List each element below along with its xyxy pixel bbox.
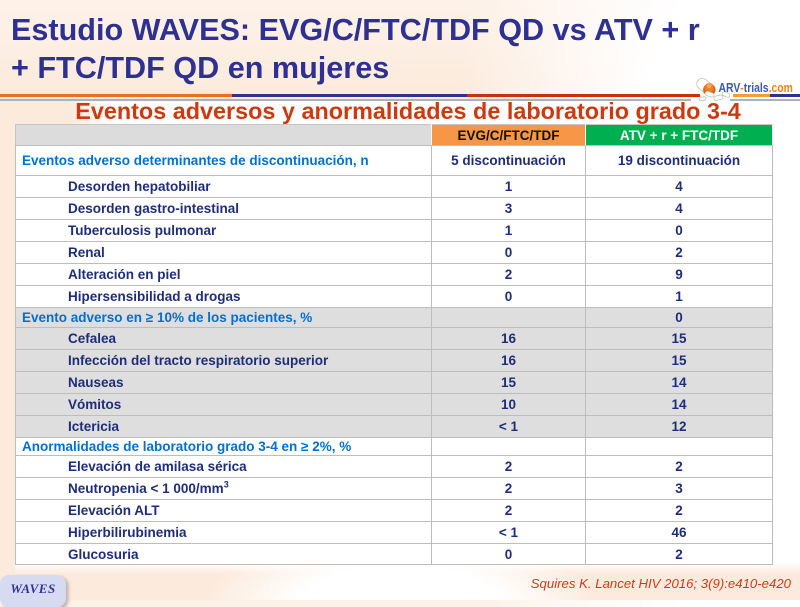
svg-text:ARV-trials.com: ARV-trials.com bbox=[719, 81, 793, 95]
